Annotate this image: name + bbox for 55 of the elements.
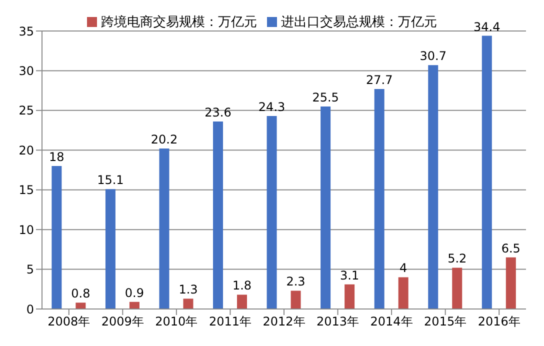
bar [398,277,408,309]
y-tick-label: 20 [18,143,34,158]
data-label: 24.3 [258,100,286,114]
data-label: 20.2 [150,132,178,147]
data-label: 27.7 [366,72,393,87]
data-label: 18 [49,150,64,164]
bar [344,284,355,309]
x-tick-label: 2015年 [424,314,467,329]
x-tick-label: 2016年 [478,314,520,329]
data-label: 1.3 [178,282,198,297]
y-tick-label: 0 [26,302,34,316]
data-label: 0.8 [71,286,90,301]
y-tick-label: 5 [26,262,34,277]
legend-label: 进出口交易总规模：万亿元 [281,15,437,30]
bar [482,36,492,309]
x-tick-label: 2011年 [208,314,252,329]
x-tick-label: 2012年 [262,314,306,329]
bar [183,298,194,309]
x-tick-label: 2014年 [370,314,413,329]
legend-label: 跨境电商交易规模：万亿元 [101,15,257,30]
y-tick-label: 25 [18,104,34,118]
x-tick-label: 2013年 [316,314,360,329]
data-label: 23.6 [204,106,232,120]
bar [506,257,516,309]
x-tick-label: 2008年 [48,314,90,329]
bar [428,65,438,309]
bar [452,268,462,309]
bar [320,106,331,309]
bar [129,302,140,309]
x-tick-label: 2010年 [155,314,198,329]
data-label: 4 [400,261,408,276]
bar [105,189,116,309]
data-label: 25.5 [312,90,339,104]
y-tick-label: 10 [18,222,34,237]
data-label: 2.3 [286,274,306,289]
data-label: 6.5 [501,241,520,256]
bar [290,290,301,309]
y-tick-label: 15 [18,183,34,198]
data-label: 1.8 [232,278,252,293]
data-label: 34.4 [474,20,500,34]
bar [374,88,384,309]
bar [237,294,248,309]
bar [76,302,86,309]
data-label: 3.1 [340,268,360,282]
bar [266,116,277,309]
bar [159,148,170,309]
bar [52,166,62,309]
data-label: 30.7 [420,49,446,64]
data-label: 5.2 [448,252,467,266]
x-tick-label: 2009年 [101,314,144,329]
data-label: 15.1 [97,173,124,188]
y-tick-label: 35 [18,24,34,38]
bar [213,122,224,309]
y-tick-label: 30 [18,64,34,78]
data-label: 0.9 [124,286,144,300]
